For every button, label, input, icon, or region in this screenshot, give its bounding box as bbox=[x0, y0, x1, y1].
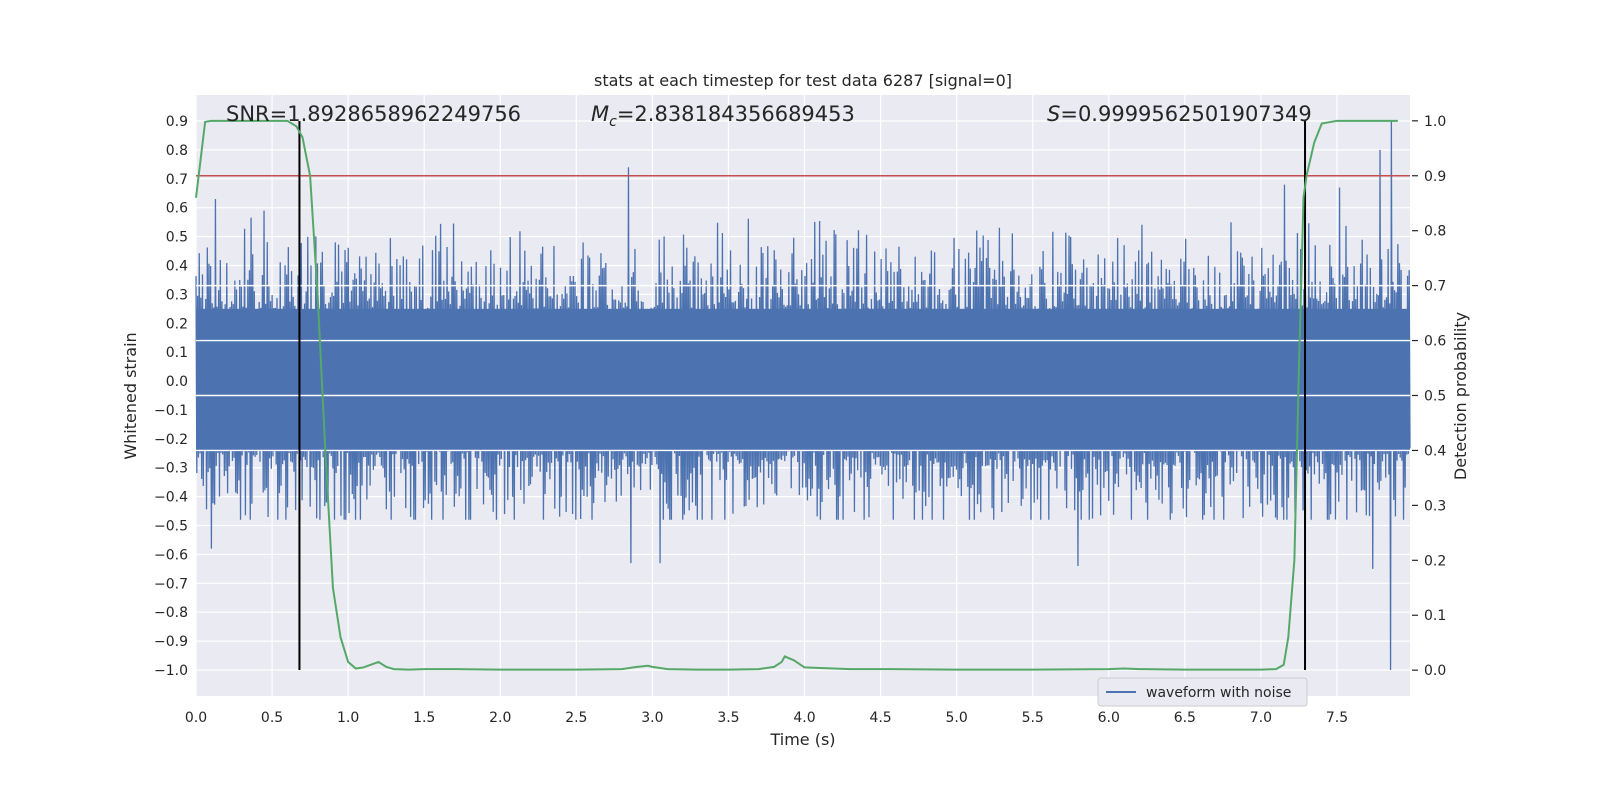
mc-value: =2.838184356689453 bbox=[617, 102, 855, 126]
x-tick-label: 3.5 bbox=[717, 710, 739, 726]
gridlines-over bbox=[196, 284, 1410, 452]
x-tick-label: 7.0 bbox=[1250, 710, 1272, 726]
y-axis-ticks: 0.9 0.8 0.7 0.6 0.5 0.4 0.3 0.2 0.1 0.0 −0.1 −0.2 −0… bbox=[154, 114, 188, 679]
waveform-series bbox=[195, 120, 1411, 671]
y2-tick-label: 0.5 bbox=[1424, 389, 1446, 405]
x-tick-label: 2.5 bbox=[565, 710, 587, 726]
x-tick-label: 5.0 bbox=[946, 710, 968, 726]
y2-tick-label: 0.0 bbox=[1424, 663, 1446, 679]
x-tick-label: 1.5 bbox=[413, 710, 435, 726]
y-tick-label: 0.2 bbox=[166, 316, 188, 332]
x-tick-label: 7.5 bbox=[1326, 710, 1348, 726]
y-tick-label: −1.0 bbox=[154, 663, 188, 679]
mc-symbol: M bbox=[591, 102, 609, 126]
probability-line bbox=[195, 119, 1398, 671]
y-tick-label: 0.9 bbox=[166, 114, 188, 130]
y2-tick-label: 0.4 bbox=[1424, 443, 1446, 459]
y2-tick-label: 0.2 bbox=[1424, 553, 1446, 569]
y2-tick-label: 0.3 bbox=[1424, 498, 1446, 514]
x-tick-label: 4.0 bbox=[793, 710, 815, 726]
y-tick-label: −0.7 bbox=[154, 576, 188, 592]
s-symbol: S bbox=[1047, 102, 1060, 126]
x-tick-label: 4.5 bbox=[869, 710, 891, 726]
s-annotation: S=0.9999562501907349 bbox=[1047, 102, 1312, 126]
snr-value: =1.8928658962249756 bbox=[270, 102, 521, 126]
y-tick-label: 0.6 bbox=[166, 201, 188, 217]
x-tick-label: 6.5 bbox=[1174, 710, 1196, 726]
waveform-line bbox=[195, 120, 1411, 671]
y2-axis-ticks: 1.0 0.9 0.8 0.7 0.6 0.5 0.4 0.3 0.2 0.1 0.0 bbox=[1412, 114, 1446, 679]
snr-label: SNR bbox=[226, 102, 270, 126]
mc-subscript: c bbox=[609, 114, 617, 130]
marker-lines bbox=[298, 121, 1307, 670]
y2-axis-label: Detection probability bbox=[1451, 312, 1470, 480]
legend-box bbox=[1097, 677, 1308, 707]
x-tick-label: 2.0 bbox=[489, 710, 511, 726]
x-tick-label: 0.0 bbox=[185, 710, 207, 726]
y2-tick-label: 0.8 bbox=[1424, 224, 1446, 240]
y-tick-label: −0.8 bbox=[154, 605, 188, 621]
x-tick-label: 0.5 bbox=[261, 710, 283, 726]
mc-annotation: Mc=2.838184356689453 bbox=[591, 102, 855, 130]
snr-annotation: SNR=1.8928658962249756 bbox=[226, 102, 521, 126]
x-axis-ticks: 0.0 0.5 1.0 1.5 2.0 2.5 3.0 3.5 4.0 4.5 5.0 5.5 6.0 6… bbox=[185, 710, 1348, 726]
y2-tick-label: 0.7 bbox=[1424, 279, 1446, 295]
x-tick-label: 1.0 bbox=[337, 710, 359, 726]
y2-tick-label: 1.0 bbox=[1424, 114, 1446, 130]
y-tick-label: 0.3 bbox=[166, 287, 188, 303]
y-axis-label: Whitened strain bbox=[121, 332, 140, 459]
y-tick-label: −0.5 bbox=[154, 519, 188, 535]
y-tick-label: 0.4 bbox=[166, 258, 188, 274]
x-axis-label: Time (s) bbox=[769, 730, 835, 749]
y-tick-label: 0.7 bbox=[166, 172, 188, 188]
y-tick-label: −0.9 bbox=[154, 634, 188, 650]
y-tick-label: −0.1 bbox=[154, 403, 188, 419]
legend: waveform with noise bbox=[1097, 677, 1308, 707]
chart-title: stats at each timestep for test data 628… bbox=[594, 71, 1012, 90]
y2-tick-label: 0.6 bbox=[1424, 334, 1446, 350]
y-tick-label: 0.8 bbox=[166, 143, 188, 159]
y-tick-label: 0.0 bbox=[166, 374, 188, 390]
y-tick-label: −0.6 bbox=[154, 547, 188, 563]
y2-tick-label: 0.9 bbox=[1424, 169, 1446, 185]
y-tick-label: 0.1 bbox=[166, 345, 188, 361]
y-tick-label: −0.2 bbox=[154, 432, 188, 448]
y-tick-label: −0.3 bbox=[154, 461, 188, 477]
x-tick-label: 6.0 bbox=[1098, 710, 1120, 726]
y2-tick-label: 0.1 bbox=[1424, 608, 1446, 624]
s-value: =0.9999562501907349 bbox=[1060, 102, 1311, 126]
x-tick-label: 5.5 bbox=[1022, 710, 1044, 726]
legend-label: waveform with noise bbox=[1146, 685, 1291, 701]
y-tick-label: −0.4 bbox=[154, 490, 188, 506]
y-tick-label: 0.5 bbox=[166, 230, 188, 246]
probability-series bbox=[195, 119, 1398, 671]
x-tick-label: 3.0 bbox=[641, 710, 663, 726]
